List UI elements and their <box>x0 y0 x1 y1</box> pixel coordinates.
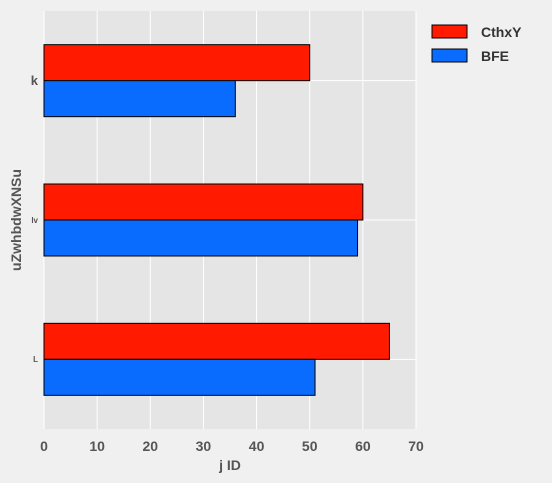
x-tick-label: 20 <box>142 438 158 454</box>
y-tick-label: lv <box>31 216 38 225</box>
y-axis-label: uZwhbdwXNSu <box>8 169 24 271</box>
legend-swatch-BFE <box>431 48 468 63</box>
bar-BFE-lv <box>43 219 359 257</box>
bar-BFE-k <box>43 80 236 118</box>
x-tick-label: 0 <box>40 438 48 454</box>
x-axis-label: j ID <box>218 457 241 473</box>
x-tick-label: 70 <box>408 438 424 454</box>
legend-swatch-CthxY <box>431 24 468 39</box>
x-tick-label: 60 <box>355 438 371 454</box>
y-tick-label: L <box>33 355 38 364</box>
bar-CthxY-lv <box>43 183 364 221</box>
bar-CthxY-k <box>43 44 311 82</box>
x-tick-label: 30 <box>196 438 212 454</box>
x-tick-label: 40 <box>249 438 265 454</box>
y-tick-label: k <box>31 73 39 88</box>
bars <box>43 44 390 396</box>
legend: CthxY BFE <box>431 24 522 64</box>
legend-label-CthxY: CthxY <box>481 24 522 40</box>
y-tick-labels: k lv L <box>31 73 39 364</box>
x-tick-label: 50 <box>302 438 318 454</box>
bar-BFE-L <box>43 358 316 396</box>
bar-CthxY-L <box>43 322 390 360</box>
x-tick-label: 10 <box>89 438 105 454</box>
x-tick-labels: 0 10 20 30 40 50 60 70 <box>40 438 424 454</box>
legend-label-BFE: BFE <box>481 48 509 64</box>
